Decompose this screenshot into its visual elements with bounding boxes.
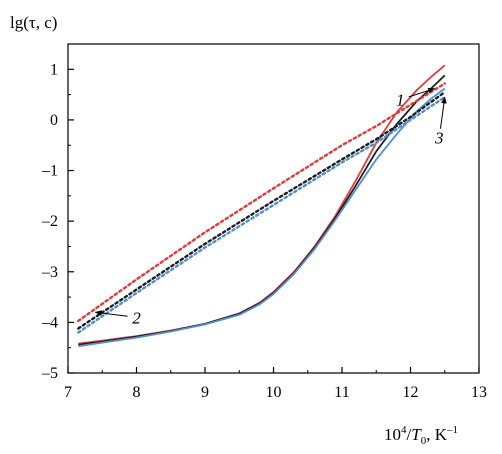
y-tick-label: 1 xyxy=(50,61,58,78)
annotation-label-3: 3 xyxy=(434,129,444,148)
x-tick-label: 13 xyxy=(471,384,487,401)
x-tick-label: 9 xyxy=(201,384,209,401)
y-tick-label: –4 xyxy=(41,314,58,331)
y-tick-label: 0 xyxy=(50,112,58,129)
x-axis-ticks: 7 8 9 10 11 12 13 xyxy=(64,367,487,401)
x-tick-label: 11 xyxy=(334,384,349,401)
x-axis-label-prefix: 10 xyxy=(384,425,401,444)
series-line-6-dotted xyxy=(77,95,446,334)
annotation-label-1: 1 xyxy=(396,91,405,110)
y-tick-label: –1 xyxy=(41,163,58,180)
annotation-arrow-2 xyxy=(94,310,128,317)
series-layer xyxy=(77,64,446,348)
annotation-arrow-3 xyxy=(439,96,447,129)
series-line-3-solid xyxy=(78,87,446,348)
x-axis-label-sup: 4 xyxy=(401,424,407,436)
y-tick-label: –5 xyxy=(41,365,58,382)
x-axis-label-sub: 0 xyxy=(421,435,427,447)
annotation-layer: 1 3 2 xyxy=(94,87,447,327)
y-tick-label: –2 xyxy=(41,213,58,230)
series-line-2-solid xyxy=(78,74,446,346)
x-tick-label: 7 xyxy=(64,384,72,401)
plot-frame xyxy=(67,43,480,374)
y-axis-ticks: –5 –4 –3 –2 –1 0 1 xyxy=(41,61,74,382)
y-tick-label: –3 xyxy=(41,264,58,281)
x-axis-label-unit: , K xyxy=(426,425,448,444)
annotation-arrow-1 xyxy=(408,87,436,98)
y-axis-label: lg(τ, c) xyxy=(10,13,57,32)
annotation-label-2: 2 xyxy=(132,308,141,327)
x-tick-label: 8 xyxy=(133,384,141,401)
x-axis-label-var: T xyxy=(411,425,422,444)
x-axis-label: 104/T0, K–1 xyxy=(384,424,458,447)
series-line-5-dotted xyxy=(77,90,446,330)
x-tick-label: 12 xyxy=(403,384,419,401)
x-axis-label-unit-sup: –1 xyxy=(446,424,458,436)
x-tick-label: 10 xyxy=(266,384,282,401)
x-axis-label-slash: / xyxy=(407,425,412,444)
series-line-4-dotted xyxy=(77,82,446,323)
